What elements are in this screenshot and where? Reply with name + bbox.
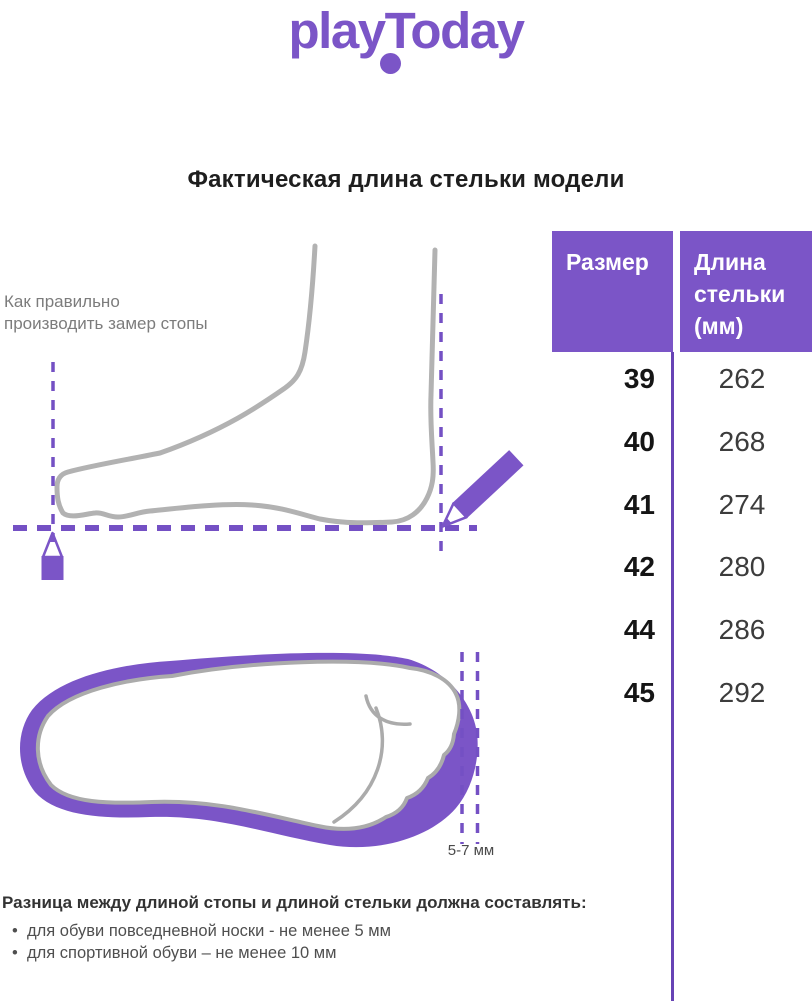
table-row: 42 280: [545, 536, 812, 599]
footer-bullet: для спортивной обуви – не менее 10 мм: [2, 943, 602, 965]
brand-logo-text: playToday: [288, 2, 525, 59]
foot-side-view-illustration: [13, 243, 524, 580]
footer-bullet: для обуви повседневной носки - не менее …: [2, 921, 602, 943]
size-value: 39: [623, 363, 655, 395]
length-value: 286: [718, 614, 766, 646]
footer-notes: Разница между длиной стопы и длиной стел…: [2, 893, 602, 964]
table-row: 44 286: [545, 599, 812, 662]
table-row: 41 274: [545, 473, 812, 536]
length-value: 262: [718, 363, 766, 395]
insole-gap-label: 5-7 мм: [447, 842, 495, 859]
page-title: Фактическая длина стельки модели: [187, 166, 625, 193]
pencil-icon-right: [441, 450, 524, 528]
table-header-length: Длина стельки (мм): [680, 231, 812, 352]
foot-sole-outline: [35, 659, 462, 831]
footer-heading: Разница между длиной стопы и длиной стел…: [2, 893, 587, 912]
length-value: 274: [718, 488, 766, 520]
pencil-icon-left: [41, 531, 64, 580]
brand-logo-dot-icon: [380, 53, 401, 74]
footer-bullet-list: для обуви повседневной носки - не менее …: [2, 921, 602, 964]
table-header-size: Размер: [552, 231, 673, 352]
size-value: 42: [623, 551, 655, 583]
measurement-hint: Как правильно производить замер стопы: [4, 292, 208, 333]
brand-logo: playToday: [0, 0, 812, 90]
table-row: 45 292: [545, 661, 812, 724]
ball-of-foot-line: [332, 706, 385, 824]
foot-outline: [54, 243, 438, 526]
size-value: 45: [623, 676, 655, 708]
table-row: 39 262: [545, 348, 812, 411]
size-value: 41: [623, 488, 655, 520]
size-value: 40: [623, 426, 655, 458]
size-value: 44: [623, 614, 655, 646]
length-value: 268: [718, 426, 766, 458]
size-table-rows: 39 262 40 268 41 274 42 280 44 286 45 29…: [545, 348, 812, 724]
length-value: 280: [718, 551, 766, 583]
table-row: 40 268: [545, 411, 812, 474]
length-value: 292: [718, 676, 766, 708]
table-column-divider: [671, 352, 674, 1001]
insole-footprint-illustration: [19, 652, 480, 848]
